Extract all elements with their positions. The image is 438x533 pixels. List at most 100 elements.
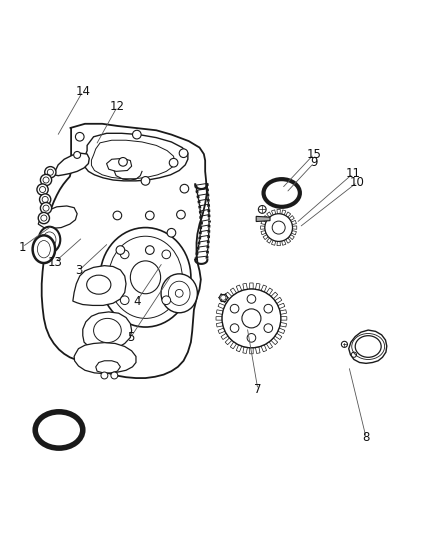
Polygon shape (225, 338, 232, 345)
Text: 1: 1 (18, 240, 26, 254)
Polygon shape (286, 238, 291, 243)
Polygon shape (261, 285, 267, 292)
Polygon shape (293, 226, 297, 229)
Text: 9: 9 (311, 156, 318, 169)
Polygon shape (218, 303, 225, 309)
Polygon shape (230, 342, 237, 349)
Circle shape (180, 184, 189, 193)
Polygon shape (243, 284, 247, 290)
Circle shape (175, 289, 183, 297)
Polygon shape (55, 153, 89, 176)
Ellipse shape (43, 232, 56, 247)
Polygon shape (261, 220, 266, 224)
Polygon shape (74, 343, 136, 374)
Circle shape (162, 250, 171, 259)
Polygon shape (261, 345, 267, 352)
Ellipse shape (109, 236, 182, 318)
Polygon shape (278, 303, 285, 309)
Polygon shape (280, 310, 286, 314)
Ellipse shape (32, 236, 55, 263)
Ellipse shape (42, 417, 76, 442)
Polygon shape (92, 140, 174, 179)
Circle shape (42, 197, 48, 203)
Polygon shape (281, 317, 287, 320)
Text: 10: 10 (350, 176, 365, 189)
Polygon shape (271, 338, 278, 345)
Polygon shape (278, 328, 285, 334)
Polygon shape (255, 284, 260, 290)
Circle shape (265, 214, 293, 241)
Circle shape (141, 176, 150, 185)
Circle shape (247, 295, 256, 303)
Circle shape (111, 372, 118, 379)
Circle shape (177, 211, 185, 219)
Circle shape (45, 167, 56, 178)
Polygon shape (250, 283, 253, 289)
Polygon shape (291, 220, 297, 224)
Polygon shape (272, 240, 276, 245)
Circle shape (145, 211, 154, 220)
Polygon shape (216, 310, 223, 314)
Polygon shape (261, 226, 265, 229)
Polygon shape (275, 333, 282, 340)
Polygon shape (83, 312, 132, 350)
Circle shape (179, 149, 188, 158)
Ellipse shape (355, 336, 381, 357)
Polygon shape (282, 240, 286, 245)
Polygon shape (291, 231, 297, 235)
Ellipse shape (168, 281, 190, 305)
Polygon shape (84, 133, 188, 181)
Circle shape (120, 250, 129, 259)
Circle shape (38, 213, 49, 224)
Circle shape (113, 211, 122, 220)
Text: 8: 8 (362, 431, 370, 444)
Circle shape (351, 352, 357, 357)
Circle shape (258, 206, 266, 213)
Polygon shape (263, 215, 268, 221)
Circle shape (41, 215, 47, 221)
Ellipse shape (94, 318, 121, 343)
Polygon shape (42, 124, 207, 378)
Circle shape (169, 158, 178, 167)
Polygon shape (263, 235, 268, 240)
Circle shape (74, 151, 81, 158)
Polygon shape (266, 288, 272, 295)
Circle shape (264, 324, 272, 333)
Circle shape (116, 246, 125, 254)
Ellipse shape (131, 261, 161, 294)
Polygon shape (236, 345, 242, 352)
Text: 12: 12 (110, 100, 125, 113)
Polygon shape (277, 241, 280, 246)
Circle shape (47, 169, 53, 175)
Circle shape (75, 132, 84, 141)
Circle shape (39, 194, 51, 205)
Circle shape (145, 246, 154, 254)
Polygon shape (272, 210, 276, 215)
Polygon shape (289, 215, 294, 221)
Polygon shape (230, 288, 237, 295)
Circle shape (40, 203, 52, 214)
Text: 15: 15 (307, 148, 321, 160)
Circle shape (39, 187, 46, 192)
Circle shape (162, 296, 171, 304)
Circle shape (247, 334, 256, 342)
Circle shape (230, 324, 239, 333)
Text: 5: 5 (127, 332, 134, 344)
Circle shape (37, 184, 48, 195)
Circle shape (242, 309, 261, 328)
Polygon shape (243, 347, 247, 353)
Polygon shape (266, 342, 272, 349)
Circle shape (43, 205, 49, 211)
Polygon shape (267, 238, 272, 243)
Ellipse shape (39, 227, 60, 253)
Polygon shape (218, 328, 225, 334)
Text: 3: 3 (75, 264, 82, 277)
Polygon shape (349, 330, 387, 364)
Polygon shape (277, 209, 280, 214)
Ellipse shape (269, 183, 295, 203)
Text: 13: 13 (47, 256, 62, 269)
Polygon shape (250, 348, 253, 354)
Circle shape (120, 296, 129, 304)
Circle shape (341, 341, 347, 348)
Polygon shape (255, 347, 260, 353)
